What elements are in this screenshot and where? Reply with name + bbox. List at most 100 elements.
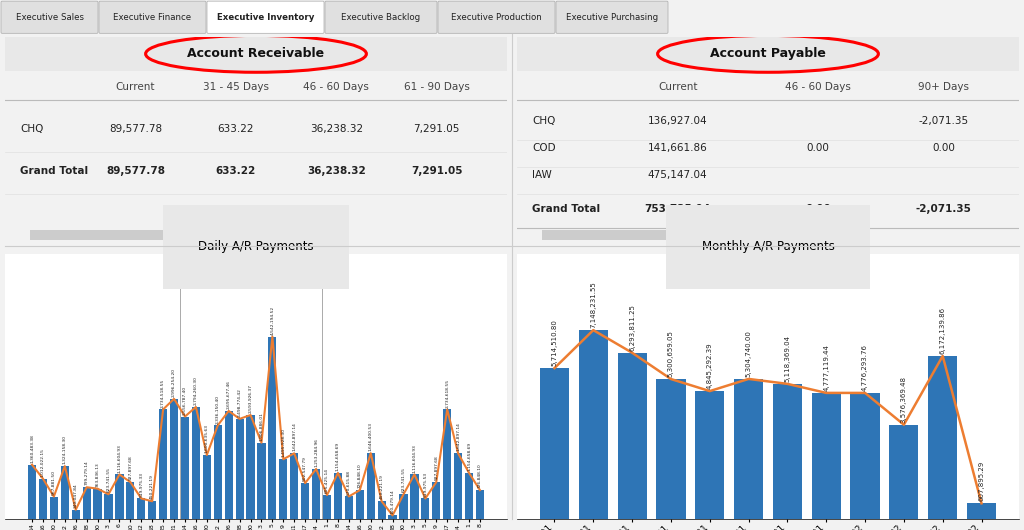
- FancyBboxPatch shape: [207, 1, 324, 33]
- Bar: [388, 515, 396, 519]
- Text: 0.00: 0.00: [807, 143, 829, 153]
- Text: 633.22: 633.22: [216, 166, 256, 176]
- Text: -2,071.35: -2,071.35: [919, 116, 969, 126]
- Text: 6,172,139.86: 6,172,139.86: [940, 307, 946, 354]
- Title: Daily A/R Payments: Daily A/R Payments: [199, 240, 313, 253]
- Text: 7,148,231.55: 7,148,231.55: [590, 281, 596, 328]
- Text: 4,845,292.39: 4,845,292.39: [707, 342, 713, 389]
- Text: 46 - 60 Days: 46 - 60 Days: [303, 82, 370, 92]
- Bar: [889, 425, 919, 519]
- Text: 450,221.19: 450,221.19: [151, 474, 155, 499]
- Bar: [334, 473, 342, 519]
- Text: 927,897.68: 927,897.68: [128, 455, 132, 480]
- Text: Grand Total: Grand Total: [20, 166, 88, 176]
- Text: 1,253,284.96: 1,253,284.96: [314, 438, 318, 467]
- Bar: [851, 393, 880, 519]
- Bar: [928, 356, 957, 519]
- FancyBboxPatch shape: [556, 1, 668, 33]
- Text: 1,360,483.38: 1,360,483.38: [30, 434, 34, 463]
- Bar: [83, 487, 91, 519]
- FancyBboxPatch shape: [517, 37, 1019, 70]
- Text: 141,661.86: 141,661.86: [648, 143, 708, 153]
- Bar: [465, 473, 473, 519]
- Bar: [323, 495, 331, 519]
- Text: 5,304,740.00: 5,304,740.00: [745, 330, 752, 377]
- Bar: [345, 497, 353, 519]
- Bar: [421, 499, 429, 519]
- Bar: [540, 368, 569, 519]
- Bar: [191, 407, 200, 519]
- Text: 7,291.05: 7,291.05: [411, 166, 463, 176]
- Text: 1,906,886.01: 1,906,886.01: [259, 412, 263, 441]
- Text: 605,425.14: 605,425.14: [325, 468, 329, 493]
- Bar: [170, 399, 178, 519]
- Bar: [312, 469, 321, 519]
- Bar: [224, 411, 232, 519]
- Text: 61 - 90 Days: 61 - 90 Days: [403, 82, 470, 92]
- Text: 89,577.78: 89,577.78: [106, 166, 165, 176]
- Text: 519,975.53: 519,975.53: [423, 472, 427, 497]
- Text: Executive Purchasing: Executive Purchasing: [566, 13, 658, 22]
- Text: 4,542,194.52: 4,542,194.52: [270, 306, 274, 335]
- Bar: [60, 466, 69, 519]
- Bar: [617, 353, 647, 519]
- Text: 5,714,510.80: 5,714,510.80: [552, 319, 557, 366]
- FancyBboxPatch shape: [438, 1, 555, 33]
- Title: Monthly A/R Payments: Monthly A/R Payments: [701, 240, 835, 253]
- Text: 1,642,897.14: 1,642,897.14: [456, 422, 460, 452]
- Text: 633.22: 633.22: [218, 124, 254, 134]
- Text: 2,336,150.40: 2,336,150.40: [216, 394, 220, 423]
- FancyBboxPatch shape: [31, 229, 306, 240]
- Text: Executive Inventory: Executive Inventory: [217, 13, 314, 22]
- Text: 2,695,677.46: 2,695,677.46: [226, 380, 230, 409]
- Text: 2,593,926.37: 2,593,926.37: [249, 384, 253, 413]
- Text: Executive Sales: Executive Sales: [15, 13, 84, 22]
- Text: 90+ Days: 90+ Days: [919, 82, 969, 92]
- Text: 763,836.13: 763,836.13: [95, 462, 99, 487]
- Text: 100,479.14: 100,479.14: [390, 489, 394, 514]
- Text: 2,498,774.42: 2,498,774.42: [238, 388, 242, 417]
- Text: 36,238.32: 36,238.32: [309, 124, 362, 134]
- Text: 4,777,119.44: 4,777,119.44: [823, 344, 829, 391]
- Bar: [579, 330, 608, 519]
- Text: 1,324,158.30: 1,324,158.30: [62, 435, 67, 464]
- Text: Current: Current: [116, 82, 156, 92]
- Text: 89,577.78: 89,577.78: [109, 124, 162, 134]
- Text: 570,615.88: 570,615.88: [347, 470, 351, 494]
- Text: CHQ: CHQ: [532, 116, 556, 126]
- Bar: [203, 455, 211, 519]
- Bar: [812, 393, 841, 519]
- Bar: [355, 490, 364, 519]
- Text: 2,996,254.20: 2,996,254.20: [172, 368, 176, 397]
- Bar: [181, 417, 189, 519]
- Text: 623,741.55: 623,741.55: [106, 467, 111, 492]
- Text: 4,776,293.76: 4,776,293.76: [862, 344, 868, 391]
- Bar: [137, 499, 145, 519]
- FancyBboxPatch shape: [1, 1, 98, 33]
- Bar: [126, 482, 134, 519]
- Bar: [50, 497, 58, 519]
- Text: 6,293,811.25: 6,293,811.25: [629, 304, 635, 351]
- Bar: [967, 504, 996, 519]
- Text: 1,116,604.93: 1,116,604.93: [413, 444, 417, 473]
- Bar: [72, 510, 80, 519]
- Text: 1,154,658.69: 1,154,658.69: [336, 442, 340, 471]
- Bar: [159, 409, 167, 519]
- Text: 1,495,928.30: 1,495,928.30: [282, 428, 286, 457]
- Text: 5,300,659.05: 5,300,659.05: [668, 330, 674, 377]
- Text: 519,975.33: 519,975.33: [139, 472, 143, 497]
- Bar: [443, 409, 452, 519]
- Text: 2,794,260.30: 2,794,260.30: [194, 376, 198, 405]
- Text: 726,848.10: 726,848.10: [478, 464, 482, 488]
- Text: 475,147.04: 475,147.04: [648, 170, 708, 180]
- Text: 1,116,604.93: 1,116,604.93: [118, 444, 122, 473]
- Bar: [93, 489, 101, 519]
- Text: 136,927.04: 136,927.04: [648, 116, 708, 126]
- Bar: [28, 465, 36, 519]
- Text: 450,221.19: 450,221.19: [380, 474, 384, 499]
- Text: 5,118,369.04: 5,118,369.04: [784, 335, 791, 382]
- Text: Current: Current: [658, 82, 697, 92]
- Bar: [367, 453, 375, 519]
- Text: 1,012,022.15: 1,012,022.15: [41, 448, 45, 477]
- Text: 46 - 60 Days: 46 - 60 Days: [785, 82, 851, 92]
